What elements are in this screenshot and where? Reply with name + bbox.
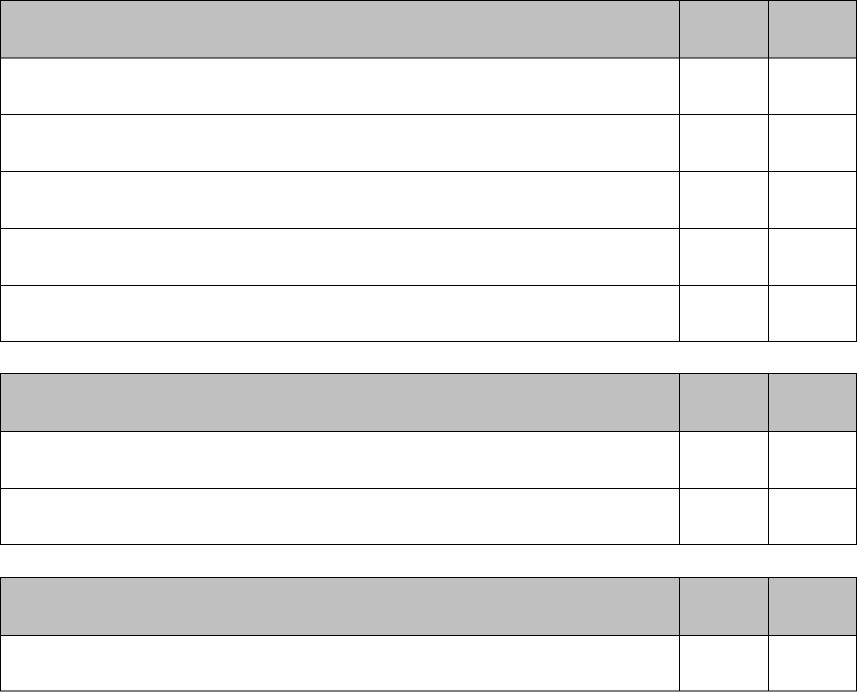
table bbox=[0, 373, 857, 545]
table-header bbox=[0, 577, 857, 635]
table-header bbox=[0, 0, 857, 58]
table bbox=[0, 577, 857, 692]
table-header bbox=[0, 373, 857, 431]
table bbox=[0, 0, 857, 342]
